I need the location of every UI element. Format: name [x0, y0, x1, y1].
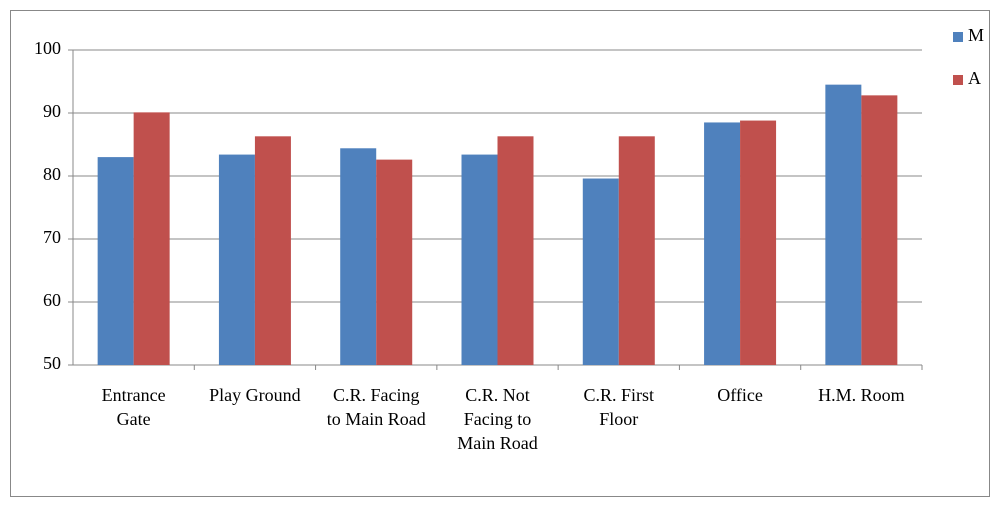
bar	[376, 159, 413, 365]
x-tick-label-box: Office	[717, 385, 763, 405]
legend-label: A	[968, 68, 981, 88]
bar	[861, 95, 898, 366]
x-tick-label-box: Play Ground	[209, 385, 301, 405]
bar	[340, 148, 377, 365]
bar	[97, 157, 134, 365]
bar	[461, 154, 498, 365]
bar	[582, 178, 619, 365]
y-tick-label: 100	[34, 38, 61, 58]
legend-swatch	[953, 75, 963, 85]
bar	[133, 112, 170, 366]
x-tick-label: H.M. Room	[818, 385, 905, 405]
x-tick-label: Office	[717, 385, 763, 405]
bar	[218, 154, 255, 365]
bar	[740, 120, 777, 365]
x-tick-label-box: C.R. Facing to Main Road	[326, 385, 426, 429]
x-tick-label: Play Ground	[209, 385, 301, 405]
x-tick-label-box: Entrance Gate	[101, 385, 166, 429]
x-tick-label-box: C.R. Not Facing to Main Road	[457, 385, 538, 453]
y-tick-label: 70	[43, 227, 61, 247]
x-tick-label-box: H.M. Room	[818, 385, 905, 405]
x-tick-label: Entrance Gate	[101, 385, 166, 429]
y-tick-label: 80	[43, 164, 61, 184]
y-tick-label: 60	[43, 290, 61, 310]
bar	[618, 136, 655, 365]
x-tick-label: C.R. First Floor	[583, 385, 655, 429]
bar	[497, 136, 534, 365]
y-tick-label: 50	[43, 353, 61, 373]
x-tick-label: C.R. Not Facing to Main Road	[457, 385, 538, 453]
legend-swatch	[953, 32, 963, 42]
bar	[704, 122, 741, 365]
y-tick-label: 90	[43, 101, 61, 121]
x-tick-label: C.R. Facing to Main Road	[326, 385, 426, 429]
legend-label: M	[968, 25, 984, 45]
bar	[254, 136, 291, 365]
bar	[825, 84, 862, 366]
x-tick-label-box: C.R. First Floor	[583, 385, 655, 429]
